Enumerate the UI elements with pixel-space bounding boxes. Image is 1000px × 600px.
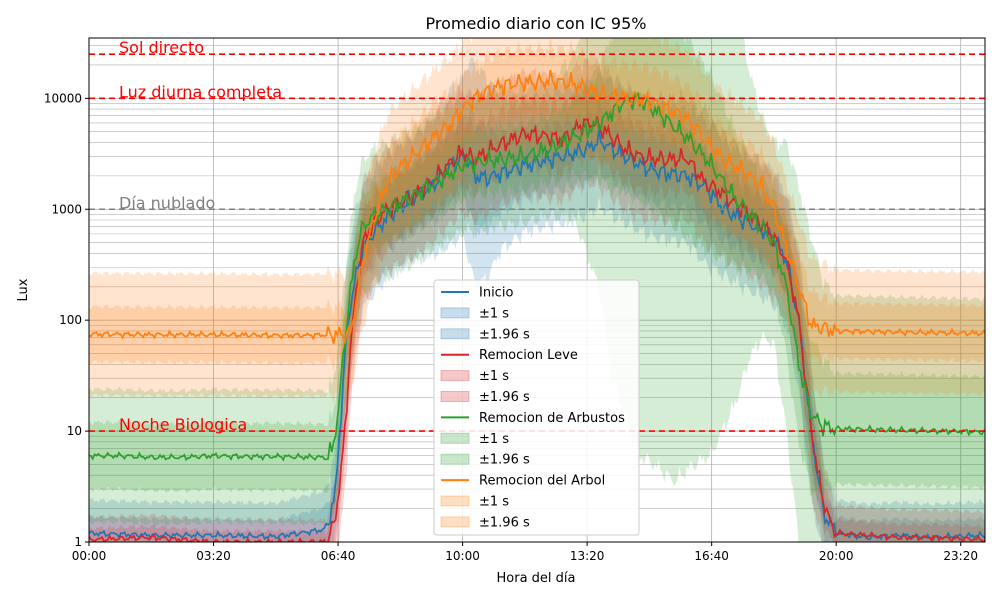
legend-band-swatch xyxy=(440,307,470,319)
y-tick-label: 10000 xyxy=(44,91,82,105)
legend-band-swatch xyxy=(440,453,470,465)
band-196-s xyxy=(89,38,985,542)
band-1-s xyxy=(89,38,985,504)
band-1-s xyxy=(89,83,985,542)
x-tick-label: 20:00 xyxy=(819,549,854,563)
x-axis-label: Hora del día xyxy=(497,571,576,586)
legend-band-swatch xyxy=(440,328,470,340)
legend-label: Inicio xyxy=(479,286,513,301)
legend: Inicio ±1 s ±1.96 s Remocion Leve ±1 s ±1.96 … xyxy=(433,279,640,536)
x-tick-label: 00:00 xyxy=(72,549,107,563)
band-1-s xyxy=(89,38,985,372)
legend-band-swatch xyxy=(440,495,470,507)
legend-band-swatch xyxy=(440,432,470,444)
chart-title: Promedio diario con IC 95% xyxy=(426,14,647,33)
x-tick-label: 06:40 xyxy=(321,549,356,563)
legend-band-swatch xyxy=(440,516,470,528)
series-line xyxy=(89,69,985,345)
series-lines xyxy=(89,69,985,542)
y-axis: 1 10 100 1000 10000 xyxy=(44,91,89,549)
y-tick-label: 1000 xyxy=(51,202,82,216)
legend-label: ±1.96 s xyxy=(479,390,530,405)
x-tick-label: 16:40 xyxy=(694,549,729,563)
x-tick-label: 10:00 xyxy=(445,549,480,563)
reference-label: Sol directo xyxy=(119,38,204,57)
reference-label: Luz diurna completa xyxy=(119,82,282,101)
y-tick-label: 1 xyxy=(74,535,82,549)
legend-band-swatch xyxy=(440,391,470,402)
plot-frame xyxy=(88,37,986,543)
legend-label: ±1.96 s xyxy=(479,453,530,468)
series-line xyxy=(89,128,985,542)
y-axis-label: Lux xyxy=(16,278,31,301)
y-tick-label: 10 xyxy=(67,424,82,438)
legend-box xyxy=(433,279,640,536)
x-tick-label: 23:20 xyxy=(943,549,978,563)
legend-band-swatch xyxy=(440,370,470,382)
legend-label: Remocion Leve xyxy=(479,348,578,363)
band-1-s xyxy=(89,95,985,542)
reference-lines: Sol directo Luz diurna completa Día nublad… xyxy=(89,38,985,434)
legend-label: Remocion de Arbustos xyxy=(479,411,625,426)
legend-label: ±1 s xyxy=(479,495,509,510)
series-line xyxy=(89,91,985,462)
x-tick-label: 13:20 xyxy=(570,549,605,563)
band-196-s xyxy=(89,38,985,405)
plot-area: Sol directo Luz diurna completa Día nublad… xyxy=(88,37,986,543)
x-tick-label: 03:20 xyxy=(196,549,231,563)
reference-label: Noche Biologica xyxy=(119,415,247,434)
legend-label: ±1.96 s xyxy=(479,327,530,342)
legend-label: Remocion del Arbol xyxy=(479,474,605,489)
x-axis: 00:00 03:20 06:40 10:00 13:20 16:40 20:00 23:20 xyxy=(72,542,978,563)
legend-label: ±1 s xyxy=(479,306,509,321)
legend-label: ±1 s xyxy=(479,432,509,447)
legend-label: ±1 s xyxy=(479,369,509,384)
series-line xyxy=(89,116,985,542)
reference-label: Día nublado xyxy=(119,193,215,212)
legend-label: ±1.96 s xyxy=(479,515,530,530)
y-tick-label: 100 xyxy=(59,313,82,327)
